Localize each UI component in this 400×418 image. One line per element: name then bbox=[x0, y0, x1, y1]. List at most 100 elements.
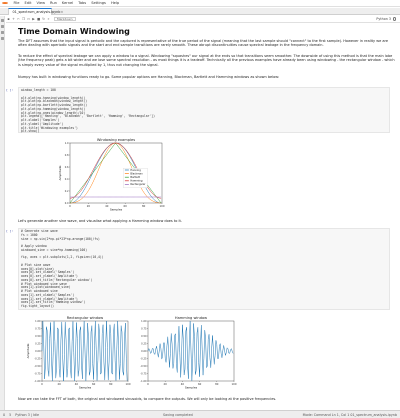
fast-forward-icon[interactable]: » bbox=[47, 17, 50, 21]
code-line: axes[0].set_ylabel('Amplitude') bbox=[21, 274, 78, 278]
y-axis-label: Amplitude bbox=[26, 343, 30, 358]
code-line: # Plot sine wave bbox=[21, 262, 51, 267]
menu-help[interactable]: Help bbox=[110, 1, 120, 5]
y-tick-label: 0.25 bbox=[141, 342, 147, 345]
series-line-windowed_sine bbox=[147, 321, 234, 381]
markdown-para-1: The DFT assumes that the input signal is… bbox=[18, 39, 389, 48]
tab-label: 01_spectrum_analysis.ipynb bbox=[12, 10, 61, 14]
code-line: axes[1].set_title('Hamming window') bbox=[21, 300, 86, 305]
menu-kernel[interactable]: Kernel bbox=[61, 1, 74, 5]
cell-type-select[interactable]: Markdown bbox=[54, 16, 76, 22]
kernel-indicator[interactable]: Python 3 bbox=[376, 17, 396, 21]
x-tick-label: 100 bbox=[126, 382, 131, 386]
hamming-window-plot: Hamming window 0 20 40 60 80 100 -1.00 -0.75 -0.5… bbox=[134, 314, 240, 394]
code-line: windowed_sine = sine*np.hamming(100) bbox=[21, 247, 88, 252]
notebook-tab[interactable]: 01_spectrum_analysis.ipynb × bbox=[8, 8, 63, 15]
cell-prompt-1: [ ]: bbox=[6, 88, 14, 92]
run-icon[interactable]: ▶ bbox=[32, 17, 35, 21]
code-line: axes[1].set_xlabel('Samples') bbox=[21, 292, 75, 297]
copy-icon[interactable]: ❐ bbox=[22, 17, 25, 21]
x-tick-label: 20 bbox=[164, 382, 168, 386]
y-tick-label: 0.50 bbox=[141, 335, 147, 338]
code-line: axes[1].set_ylabel('Amplitude') bbox=[21, 296, 78, 301]
code-line: plt.xlabel('Samples') bbox=[21, 118, 60, 122]
code-line: # Plot windowed sine wave bbox=[21, 281, 67, 286]
paste-icon[interactable]: ▭ bbox=[26, 17, 31, 21]
chart-title: Hamming window bbox=[175, 316, 207, 320]
y-tick-label: 0.0 bbox=[65, 202, 69, 205]
x-tick-label: 40 bbox=[181, 382, 185, 386]
code-line: plt.legend(['Hanning', 'Blackman', 'Bart… bbox=[21, 114, 155, 119]
status-bar: 0 5 Python 3 | Idle Saving completed Mod… bbox=[0, 410, 400, 418]
chart-title: Rectangular window bbox=[67, 316, 103, 320]
page-title: Time Domain Windowing bbox=[18, 27, 130, 36]
legend-label: Hanning bbox=[130, 168, 141, 172]
menu-settings[interactable]: Settings bbox=[91, 1, 106, 5]
markdown-para-5: Now we can take the FFT of both, the ori… bbox=[18, 397, 277, 401]
y-tick-label: 0.2 bbox=[65, 190, 69, 193]
menu-view[interactable]: View bbox=[36, 1, 46, 5]
legend-label: Rectangular bbox=[130, 182, 146, 186]
left-sidebar bbox=[0, 16, 5, 410]
code-line: axes[0].plot(sine) bbox=[21, 266, 55, 271]
x-axis-label: Samples bbox=[110, 208, 123, 212]
running-icon[interactable] bbox=[1, 25, 4, 28]
code-line: plt.title('Windowing examples') bbox=[21, 125, 78, 130]
x-tick-label: 0 bbox=[41, 382, 43, 386]
y-tick-label: -0.75 bbox=[34, 372, 41, 375]
series-line-sine bbox=[41, 320, 128, 382]
restart-icon[interactable]: ↻ bbox=[42, 17, 45, 21]
legend-label: Hamming bbox=[130, 179, 143, 183]
code-line: plt.plot(np.bartlett(window_length)) bbox=[21, 103, 88, 107]
save-icon[interactable]: ▪ bbox=[7, 17, 10, 21]
tabs-icon[interactable] bbox=[1, 37, 4, 40]
code-line: fig.tight_layout() bbox=[21, 304, 55, 308]
status-right: Mode: Command Ln 1, Col 1 01_spectrum_an… bbox=[302, 412, 397, 417]
y-tick-label: -0.25 bbox=[34, 357, 41, 360]
code-cell-1[interactable]: window_length = 100 plt.plot(np.hanning(… bbox=[18, 87, 390, 133]
y-tick-label: 1.00 bbox=[141, 320, 147, 323]
markdown-para-4: Let's generate another sine wave, and vi… bbox=[18, 219, 182, 223]
status-save: Saving completed bbox=[163, 412, 193, 417]
menu-run[interactable]: Run bbox=[50, 1, 57, 5]
status-terminals[interactable]: 0 bbox=[3, 412, 6, 417]
tab-bar: 01_spectrum_analysis.ipynb × bbox=[0, 8, 400, 15]
y-tick-label: -1.00 bbox=[34, 380, 41, 383]
status-kernels[interactable]: 5 bbox=[9, 412, 12, 417]
folder-icon[interactable] bbox=[1, 19, 4, 22]
x-tick-label: 0 bbox=[147, 382, 149, 386]
code-line: fs = 1000 bbox=[21, 232, 38, 237]
legend-label: Blackman bbox=[130, 171, 143, 175]
legend-label: Bartlett bbox=[130, 175, 139, 179]
stop-icon[interactable]: ■ bbox=[36, 17, 41, 21]
menu-edit[interactable]: Edit bbox=[24, 1, 32, 5]
add-cell-icon[interactable]: + bbox=[12, 17, 15, 21]
code-line: sine = np.sin(2*np.pi*23*np.arange(100)/… bbox=[21, 236, 100, 241]
y-tick-label: 0.75 bbox=[141, 327, 147, 330]
code-line: # Plot windowed sine bbox=[21, 289, 58, 293]
close-icon[interactable]: × bbox=[60, 10, 64, 14]
commands-icon[interactable] bbox=[1, 31, 4, 34]
y-tick-label: -1.00 bbox=[140, 380, 147, 383]
code-line: window_length = 100 bbox=[21, 88, 56, 92]
x-tick-label: 0 bbox=[69, 204, 71, 208]
code-cell-2[interactable]: # Generate sine wave fs = 1000 sine = np.s… bbox=[18, 228, 390, 310]
y-axis-label: Amplitude bbox=[58, 165, 62, 180]
markdown-para-2: To reduce the effect of spectral leakage… bbox=[18, 54, 395, 67]
y-tick-label: -0.25 bbox=[140, 357, 147, 360]
y-tick-label: 0.4 bbox=[65, 178, 69, 181]
cut-icon[interactable]: ✂ bbox=[17, 17, 20, 21]
x-tick-label: 80 bbox=[109, 382, 113, 386]
code-line: plt.plot(np.hanning(window_length)) bbox=[21, 95, 86, 100]
x-tick-label: 60 bbox=[92, 382, 96, 386]
y-tick-label: -0.50 bbox=[140, 365, 147, 368]
menu-tabs[interactable]: Tabs bbox=[78, 1, 87, 5]
status-kernel[interactable]: Python 3 | Idle bbox=[15, 412, 40, 417]
code-line: axes[0].set_title('Rectangular window') bbox=[21, 277, 93, 282]
y-tick-label: 0.00 bbox=[35, 350, 41, 353]
code-line: axes[0].set_xlabel('Samples') bbox=[21, 270, 75, 275]
code-line: plt.plot(np.ones(window_length)/10) bbox=[21, 110, 86, 115]
x-tick-label: 40 bbox=[105, 204, 109, 208]
x-tick-label: 80 bbox=[142, 204, 146, 208]
menu-file[interactable]: File bbox=[13, 1, 20, 5]
